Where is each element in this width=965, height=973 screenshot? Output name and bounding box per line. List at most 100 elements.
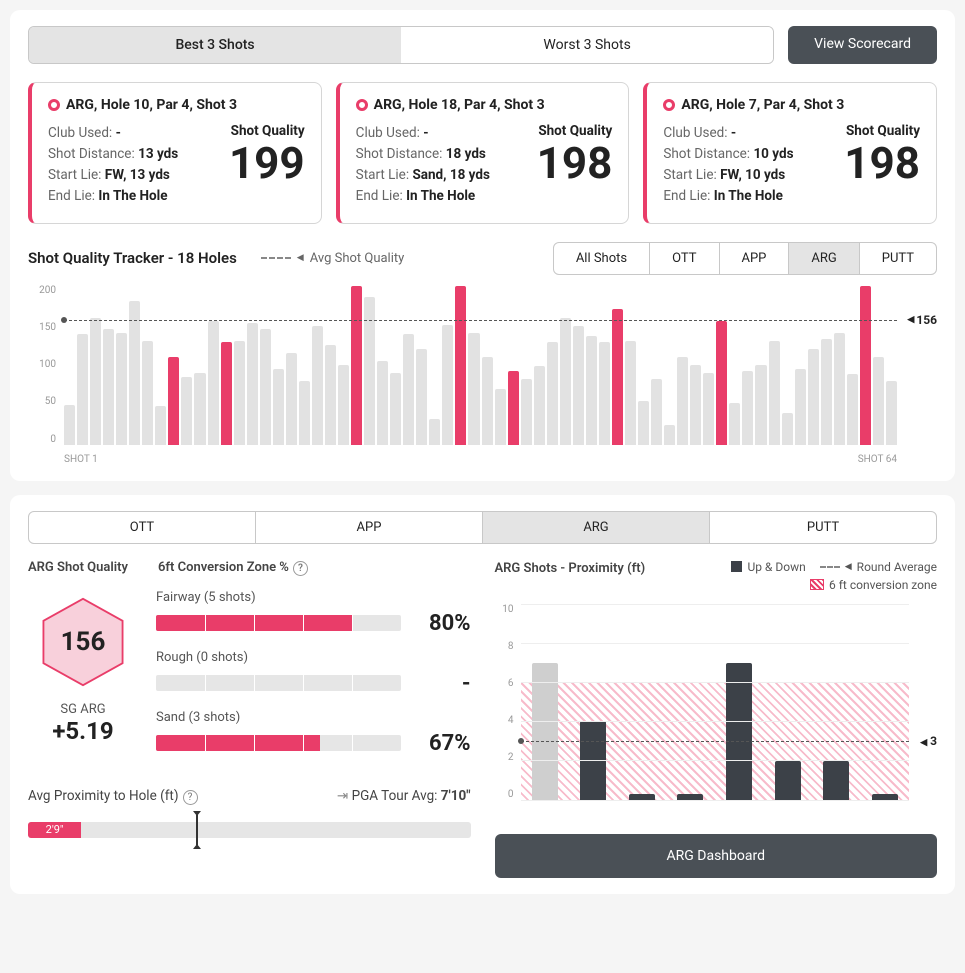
chart-bar xyxy=(403,334,414,444)
y2-axis: 1086420 xyxy=(495,604,517,800)
chart-bars xyxy=(64,285,897,445)
zone-legend-icon xyxy=(810,579,824,590)
filter-arg[interactable]: ARG xyxy=(789,243,859,274)
arg-quality-heading: ARG Shot Quality xyxy=(28,560,128,576)
seg-worst-3-shots[interactable]: Worst 3 Shots xyxy=(401,27,773,63)
top-panel: Best 3 ShotsWorst 3 Shots View Scorecard… xyxy=(10,10,955,481)
left-column: ARG Shot Quality 6ft Conversion Zone %? … xyxy=(28,560,471,878)
filter-all-shots[interactable]: All Shots xyxy=(554,243,650,274)
chart-bar xyxy=(103,329,114,445)
chart-bar xyxy=(181,377,192,445)
chart-bar xyxy=(638,401,649,445)
chart-bar xyxy=(560,318,571,444)
chart-bar xyxy=(847,374,858,444)
chart-bar xyxy=(429,419,440,445)
chart-bar xyxy=(116,333,127,445)
view-scorecard-button[interactable]: View Scorecard xyxy=(788,26,937,64)
chart-bar xyxy=(286,353,297,445)
chart-bar xyxy=(64,405,75,445)
filter-ott[interactable]: OTT xyxy=(650,243,719,274)
chart-bar xyxy=(703,373,714,445)
chart-bar xyxy=(716,321,727,445)
chart-bar xyxy=(612,309,623,445)
chart-bar xyxy=(142,341,153,445)
avg-line xyxy=(64,320,897,321)
help-icon[interactable]: ? xyxy=(183,790,198,805)
prox-fill: 2'9" xyxy=(28,822,81,838)
conversion-row: Sand (3 shots)67% xyxy=(156,710,471,756)
chart-bar xyxy=(547,342,558,444)
updown-legend-icon xyxy=(731,561,742,572)
chart-bar xyxy=(651,379,662,445)
shot-cards: ARG, Hole 10, Par 4, Shot 3Club Used: -S… xyxy=(28,82,937,224)
roundavg-legend: Round Average xyxy=(857,560,937,574)
chart-bar xyxy=(690,365,701,445)
tab-app[interactable]: APP xyxy=(256,512,483,543)
chart-bar xyxy=(351,286,362,444)
chart-bar xyxy=(221,342,232,444)
chart-bar xyxy=(586,336,597,445)
chart-bar xyxy=(769,341,780,445)
category-tabs: OTTAPPARGPUTT xyxy=(28,511,937,544)
proximity-bar: 2'9" xyxy=(28,815,471,845)
chart-bar xyxy=(442,325,453,445)
chart-bar xyxy=(338,365,349,445)
chart-bar xyxy=(729,403,740,445)
seg-best-3-shots[interactable]: Best 3 Shots xyxy=(29,27,401,63)
pga-marker xyxy=(196,815,198,845)
chart-bar xyxy=(194,373,205,445)
tab-ott[interactable]: OTT xyxy=(29,512,256,543)
chart-bar xyxy=(860,286,871,444)
sg-value: +5.19 xyxy=(28,717,138,745)
tab-putt[interactable]: PUTT xyxy=(710,512,936,543)
hex-column: 156 SG ARG +5.19 xyxy=(28,590,138,770)
shot-card: ARG, Hole 10, Par 4, Shot 3Club Used: -S… xyxy=(28,82,322,224)
conversion-row: Rough (0 shots)- xyxy=(156,650,471,696)
tracker-chart: 200150100500 ◀156 SHOT 1 SHOT 64 xyxy=(28,285,937,465)
chart-bar xyxy=(521,379,532,445)
chart-bar xyxy=(534,366,545,444)
prox-bar xyxy=(726,663,752,800)
pga-label: ⇥ PGA Tour Avg: 7'10" xyxy=(337,788,471,805)
sg-label: SG ARG xyxy=(28,702,138,717)
proximity-header: Avg Proximity to Hole (ft)? ⇥ PGA Tour A… xyxy=(28,788,471,805)
tab-arg[interactable]: ARG xyxy=(483,512,710,543)
avg-sq-legend: ◀ Avg Shot Quality xyxy=(261,251,405,266)
prox-bar xyxy=(823,761,849,800)
chart-bar xyxy=(795,369,806,445)
hexagon-badge: 156 xyxy=(37,596,129,688)
updown-legend: Up & Down xyxy=(747,560,805,574)
chart-bar xyxy=(208,321,219,445)
chart-bar xyxy=(755,365,766,445)
shot-segment: Best 3 ShotsWorst 3 Shots xyxy=(28,26,774,64)
arg-dashboard-button[interactable]: ARG Dashboard xyxy=(495,834,938,878)
chart-bar xyxy=(312,326,323,444)
avg2-dot xyxy=(518,738,524,744)
chart-bar xyxy=(508,371,519,445)
dash-icon xyxy=(261,257,291,259)
bottom-grid: ARG Shot Quality 6ft Conversion Zone %? … xyxy=(28,560,937,878)
chart-bar xyxy=(742,371,753,445)
chart2-area xyxy=(521,604,910,800)
conversion-heading: 6ft Conversion Zone %? xyxy=(158,560,308,576)
chart-bar xyxy=(325,345,336,445)
chart-bar xyxy=(90,318,101,444)
hex-value: 156 xyxy=(61,627,106,657)
avg2-line xyxy=(521,741,910,742)
chart-bar xyxy=(782,413,793,445)
chart-bar xyxy=(573,326,584,444)
help-icon[interactable]: ? xyxy=(293,561,308,576)
chart-bar xyxy=(677,357,688,445)
chart-bar xyxy=(168,357,179,445)
prox-bar xyxy=(775,761,801,800)
y-axis: 200150100500 xyxy=(28,285,60,445)
chart-bar xyxy=(625,341,636,445)
filter-app[interactable]: APP xyxy=(720,243,790,274)
avg-label: ◀156 xyxy=(907,313,937,327)
filter-putt[interactable]: PUTT xyxy=(860,243,936,274)
shot-card: ARG, Hole 18, Par 4, Shot 3Club Used: -S… xyxy=(336,82,630,224)
conversion-column: Fairway (5 shots)80%Rough (0 shots)-Sand… xyxy=(156,590,471,770)
chart-bar xyxy=(468,333,479,445)
chart-bar xyxy=(129,301,140,445)
chart-bar xyxy=(808,349,819,445)
